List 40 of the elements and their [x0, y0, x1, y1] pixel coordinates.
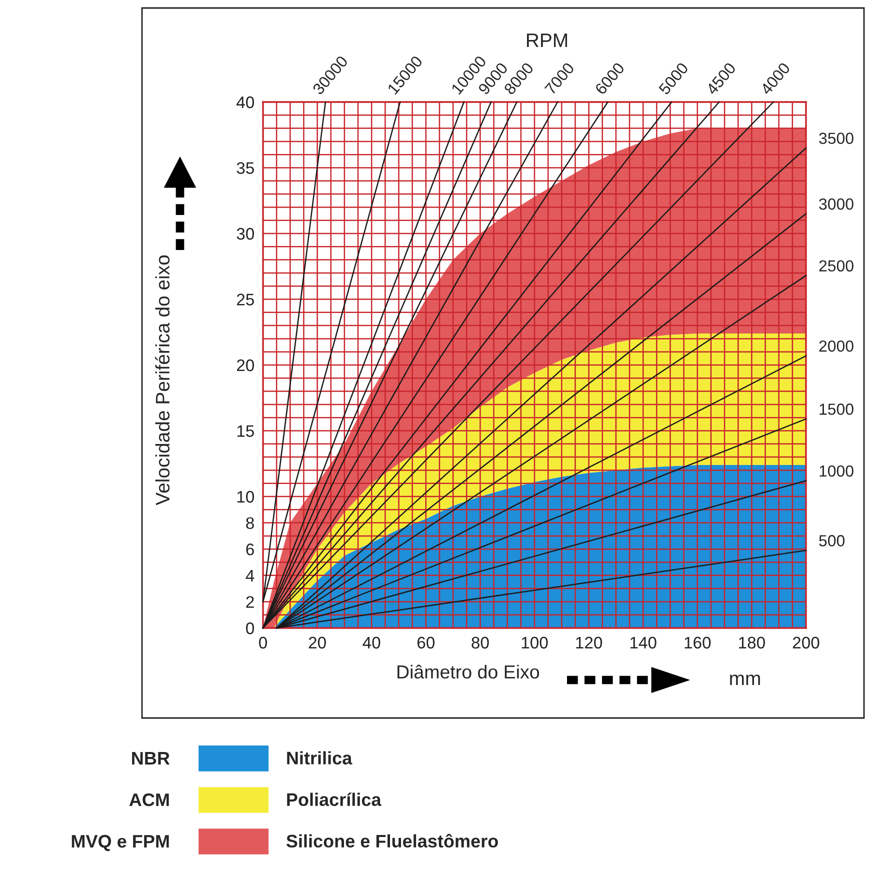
x-tick-label: 100	[522, 636, 548, 649]
legend-label: Nitrilica	[287, 751, 352, 764]
y-tick-label: 40	[236, 96, 254, 108]
series-label: 2500	[819, 260, 854, 272]
y-tick-label: 8	[246, 517, 254, 530]
y-tick-label: 35	[236, 162, 254, 174]
y-tick-label: 0	[246, 622, 254, 634]
x-tick-label: 140	[630, 636, 656, 649]
x-tick-label: 20	[308, 636, 326, 649]
x-axis-title: Diâmetro do Eixo	[398, 664, 540, 679]
y-tick-label: 20	[236, 359, 254, 372]
y-tick-label: 15	[237, 425, 254, 437]
series-label: 3000	[819, 198, 854, 210]
x-tick-label: 160	[684, 636, 711, 649]
y-axis-title: Velocidade Periférica do eixo	[155, 255, 170, 506]
y-tick-label: 6	[246, 544, 254, 556]
y-tick-label: 10	[237, 490, 254, 503]
y-tick-label: 25	[236, 294, 254, 306]
y-tick-label: 4	[246, 570, 254, 582]
x-tick-label: 80	[472, 636, 489, 649]
series-label: 2000	[819, 340, 854, 352]
text: NBR	[132, 752, 170, 764]
text: ACM	[129, 793, 169, 806]
x-tick-label: 0	[259, 636, 267, 649]
text: MVQ e FPM	[72, 834, 169, 852]
series-label: 3500	[819, 132, 854, 144]
series-label: 1500	[820, 404, 854, 415]
series-label: 500	[819, 535, 845, 546]
text: mm	[730, 674, 760, 686]
y-tick-label: 2	[246, 596, 254, 608]
series-label: 1000	[820, 465, 854, 477]
legend-label: Silicone e Fluelastômero	[286, 834, 498, 848]
legend-label: Poliacrílica	[287, 792, 382, 806]
y-tick-label: 30	[236, 228, 254, 240]
text: RPM	[526, 34, 568, 48]
x-tick-label: 180	[739, 636, 765, 649]
x-tick-label: 40	[362, 636, 380, 649]
x-tick-label: 200	[792, 636, 820, 649]
x-tick-label: 120	[576, 636, 602, 649]
x-tick-label: 60	[417, 636, 435, 649]
